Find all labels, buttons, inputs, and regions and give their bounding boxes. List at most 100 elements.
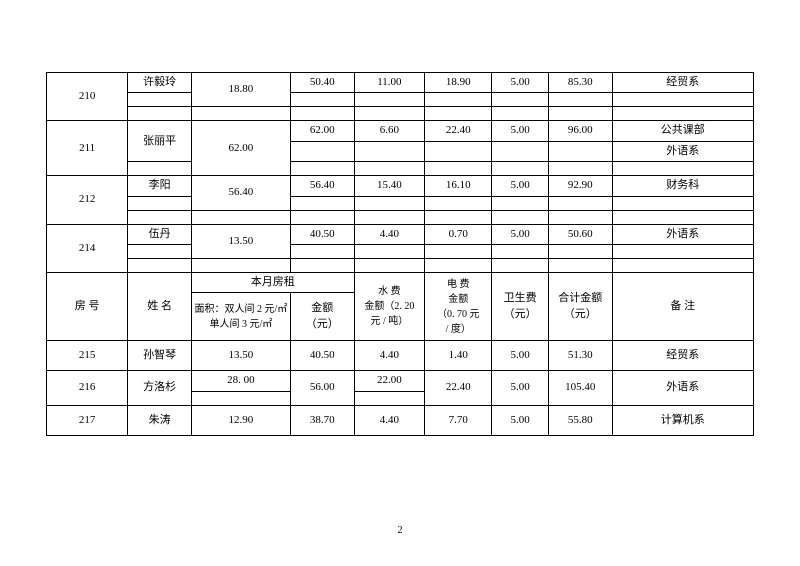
table-cell: 电 费 金额 （0. 70 元 / 度） xyxy=(425,272,492,340)
table-row xyxy=(47,258,754,272)
table-cell xyxy=(354,196,425,210)
table-cell: 7.70 xyxy=(425,405,492,435)
table-cell: 51.30 xyxy=(548,341,612,371)
table-cell: 经贸系 xyxy=(612,341,753,371)
table-cell xyxy=(612,107,753,121)
table-row: 217朱涛12.9038.704.407.705.0055.80计算机系 xyxy=(47,405,754,435)
table-cell xyxy=(425,244,492,258)
table-cell: 62.00 xyxy=(191,121,290,176)
table-row xyxy=(47,210,754,224)
table-cell: 15.40 xyxy=(354,176,425,196)
table-cell xyxy=(612,258,753,272)
table-cell: 214 xyxy=(47,224,128,272)
table-cell xyxy=(548,258,612,272)
table-cell xyxy=(425,210,492,224)
table-cell xyxy=(290,196,354,210)
table-cell xyxy=(354,141,425,161)
table-cell: 85.30 xyxy=(548,73,612,93)
table-cell xyxy=(354,391,425,405)
table-cell xyxy=(548,196,612,210)
table-cell xyxy=(128,244,192,258)
table-cell: 金额 （元） xyxy=(290,293,354,341)
table-cell xyxy=(425,162,492,176)
table-cell: 外语系 xyxy=(612,371,753,405)
table-cell: 5.00 xyxy=(492,371,549,405)
table-cell: 房 号 xyxy=(47,272,128,340)
page-number: 2 xyxy=(0,525,800,536)
table-cell: 4.40 xyxy=(354,405,425,435)
table-cell xyxy=(492,162,549,176)
table-cell xyxy=(290,162,354,176)
table-cell: 计算机系 xyxy=(612,405,753,435)
table-cell: 外语系 xyxy=(612,224,753,244)
table-cell: 56.40 xyxy=(191,176,290,210)
table-cell: 合计金额 （元） xyxy=(548,272,612,340)
table-cell: 5.00 xyxy=(492,341,549,371)
table-row xyxy=(47,93,754,107)
table-cell: 38.70 xyxy=(290,405,354,435)
table-cell: 5.00 xyxy=(492,405,549,435)
table-cell: 经贸系 xyxy=(612,73,753,93)
table-cell: 本月房租 xyxy=(191,272,354,292)
table-cell xyxy=(612,196,753,210)
table-cell: 孙智琴 xyxy=(128,341,192,371)
table-cell: 卫生费 （元） xyxy=(492,272,549,340)
table-cell: 4.40 xyxy=(354,341,425,371)
table-cell: 211 xyxy=(47,121,128,176)
table-cell: 212 xyxy=(47,176,128,224)
table-cell: 5.00 xyxy=(492,224,549,244)
table-cell xyxy=(492,107,549,121)
table-cell: 1.40 xyxy=(425,341,492,371)
table-cell xyxy=(290,93,354,107)
table-cell: 财务科 xyxy=(612,176,753,196)
table-cell: 伍丹 xyxy=(128,224,192,244)
table-cell: 217 xyxy=(47,405,128,435)
table-row: 211张丽平62.0062.006.6022.405.0096.00公共课部 xyxy=(47,121,754,141)
table-cell xyxy=(191,210,290,224)
table-cell xyxy=(128,107,192,121)
table-cell: 5.00 xyxy=(492,121,549,141)
table-cell: 56.00 xyxy=(290,371,354,405)
table-cell: 50.40 xyxy=(290,73,354,93)
table-row xyxy=(47,162,754,176)
table-cell: 李阳 xyxy=(128,176,192,196)
table-row xyxy=(47,196,754,210)
table-cell xyxy=(492,244,549,258)
table-cell xyxy=(425,196,492,210)
table-cell xyxy=(354,93,425,107)
table-cell xyxy=(191,258,290,272)
table-cell xyxy=(492,141,549,161)
table-row: 214伍丹13.5040.504.400.705.0050.60外语系 xyxy=(47,224,754,244)
table-cell xyxy=(354,244,425,258)
table-cell xyxy=(612,162,753,176)
table-cell xyxy=(128,196,192,210)
table-cell: 92.90 xyxy=(548,176,612,196)
table-cell: 张丽平 xyxy=(128,121,192,162)
table-cell xyxy=(354,162,425,176)
table-cell xyxy=(290,107,354,121)
table-cell: 40.50 xyxy=(290,341,354,371)
table-cell: 5.00 xyxy=(492,73,549,93)
table-cell xyxy=(548,93,612,107)
table-row xyxy=(47,107,754,121)
table-cell: 水 费 金额（2. 20 元 / 吨） xyxy=(354,272,425,340)
table-cell xyxy=(290,258,354,272)
table-cell: 216 xyxy=(47,371,128,405)
table-cell xyxy=(290,210,354,224)
table-cell xyxy=(354,107,425,121)
table-cell xyxy=(612,93,753,107)
table-cell xyxy=(191,391,290,405)
table-cell: 0.70 xyxy=(425,224,492,244)
table-cell xyxy=(492,258,549,272)
table-cell: 5.00 xyxy=(492,176,549,196)
table-cell xyxy=(425,141,492,161)
table-cell: 105.40 xyxy=(548,371,612,405)
table-cell: 6.60 xyxy=(354,121,425,141)
table-cell xyxy=(354,210,425,224)
table-cell xyxy=(548,210,612,224)
table-cell: 18.90 xyxy=(425,73,492,93)
room-fee-table: 210许毅玲18.8050.4011.0018.905.0085.30经贸系21… xyxy=(46,72,754,436)
table-row: 215孙智琴13.5040.504.401.405.0051.30经贸系 xyxy=(47,341,754,371)
table-cell: 外语系 xyxy=(612,141,753,161)
table-cell: 许毅玲 xyxy=(128,73,192,93)
